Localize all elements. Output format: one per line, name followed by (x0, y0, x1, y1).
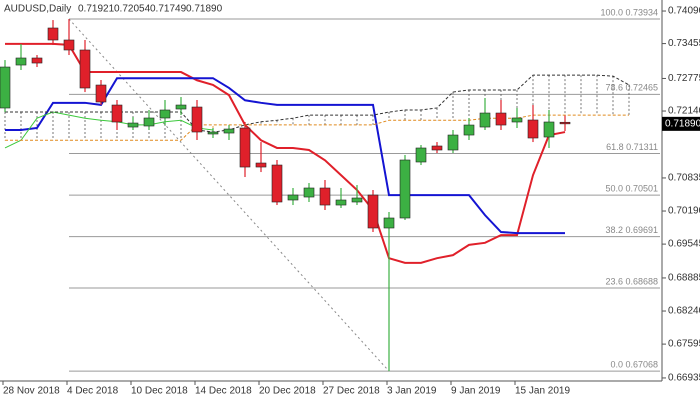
candle-body (415, 147, 427, 163)
candle-body (127, 122, 139, 128)
header-high: 0.72054 (114, 4, 151, 15)
candle-body (511, 117, 523, 123)
candle-body (95, 84, 107, 103)
candle-body (271, 164, 283, 203)
indicator-line (5, 114, 629, 141)
indicator-line (5, 77, 565, 235)
candle-body (63, 39, 75, 51)
candle-body (111, 104, 123, 123)
y-tick-label: 0.73455 (668, 38, 700, 49)
last-price-box (662, 116, 700, 131)
indicator-line (5, 42, 566, 264)
candle-body (399, 159, 411, 219)
candle-body (143, 117, 155, 127)
candle-body (175, 104, 187, 110)
candle-body (527, 119, 539, 139)
candle-body (191, 106, 203, 133)
fib-label: 50.0 0.70501 (605, 183, 658, 193)
x-tick-label: 20 Dec 2018 (259, 386, 316, 397)
candle-body (255, 162, 267, 168)
candle-body (79, 49, 91, 89)
candle-body (543, 121, 555, 138)
x-tick-label: 14 Dec 2018 (195, 386, 252, 397)
x-tick-label: 9 Jan 2019 (451, 386, 501, 397)
chart-title: AUDUSD,Daily (4, 4, 71, 15)
y-tick-label: 0.68885 (668, 273, 700, 284)
y-tick-label: 0.67595 (668, 339, 700, 350)
candle-body (31, 57, 43, 64)
header-open: 0.71921 (78, 4, 115, 15)
fib-trend (68, 18, 390, 372)
fib-label: 78.6 0.72465 (605, 83, 658, 93)
candle-body (303, 187, 315, 198)
fib-label: 38.2 0.69691 (605, 225, 658, 235)
x-tick-label: 15 Jan 2019 (515, 386, 570, 397)
candle-body (223, 128, 235, 134)
indicator-line (4, 111, 214, 149)
last-price-label: 0.71890 (665, 118, 700, 129)
x-tick-label: 4 Dec 2018 (67, 386, 119, 397)
candle-body (479, 112, 491, 128)
x-tick-label: 10 Dec 2018 (131, 386, 188, 397)
candle-body (431, 145, 443, 151)
fib-label: 100.0 0.73934 (600, 7, 658, 17)
candle-body (559, 121, 571, 125)
y-tick-label: 0.69545 (668, 239, 700, 250)
candle-body (239, 127, 251, 168)
candle-body (383, 217, 395, 229)
candle-body (0, 66, 11, 109)
candle-body (495, 112, 507, 126)
fib-label: 61.8 0.71311 (606, 142, 658, 152)
candle-body (287, 194, 299, 201)
candle-body (319, 187, 331, 206)
x-tick-label: 3 Jan 2019 (387, 386, 437, 397)
fib-label: 0.0 0.67068 (610, 360, 658, 370)
header-low: 0.71749 (150, 4, 187, 15)
candle-body (159, 109, 171, 119)
candle-body (15, 57, 27, 66)
candle-body (447, 134, 459, 151)
candle-body (463, 124, 475, 136)
indicator-line (5, 74, 630, 133)
x-tick-label: 28 Nov 2018 (3, 386, 60, 397)
y-tick-label: 0.66935 (668, 373, 700, 384)
fib-label: 23.6 0.68688 (605, 276, 658, 286)
y-tick-label: 0.72775 (668, 73, 700, 84)
x-tick-label: 27 Dec 2018 (323, 386, 380, 397)
candle-body (367, 194, 379, 229)
candle-body (351, 197, 363, 203)
candle-body (207, 131, 219, 135)
candle-body (335, 199, 347, 206)
header-close: 0.71890 (186, 4, 223, 15)
y-tick-label: 0.70835 (668, 173, 700, 184)
candle-body (47, 27, 59, 41)
